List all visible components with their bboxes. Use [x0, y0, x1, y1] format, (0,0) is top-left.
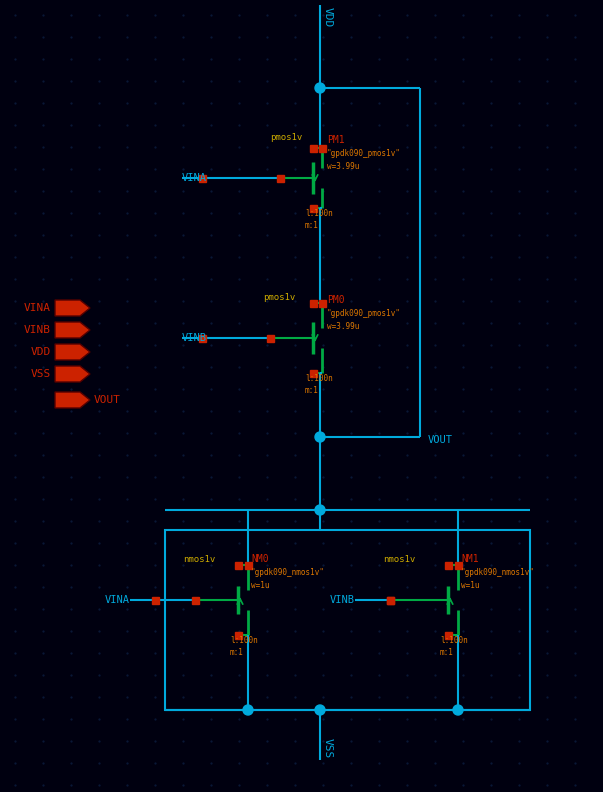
Text: PM0: PM0 [327, 295, 345, 305]
Text: VINB: VINB [330, 595, 355, 605]
Circle shape [243, 705, 253, 715]
Bar [244, 562, 251, 569]
Circle shape [315, 83, 325, 93]
Bar [198, 334, 206, 341]
Text: nmos1v: nmos1v [383, 555, 415, 564]
Text: m:1: m:1 [440, 648, 454, 657]
Text: VSS: VSS [31, 369, 51, 379]
Bar [318, 144, 326, 151]
Text: VDD: VDD [31, 347, 51, 357]
Circle shape [315, 432, 325, 442]
Bar [198, 174, 206, 181]
Bar [235, 562, 241, 569]
Text: "gpdk090_pmos1v": "gpdk090_pmos1v" [327, 149, 401, 158]
Bar [444, 562, 452, 569]
Text: l:100n: l:100n [305, 374, 333, 383]
Text: pmos1v: pmos1v [270, 133, 302, 142]
Text: VSS: VSS [323, 738, 333, 758]
Bar [235, 631, 241, 638]
Bar [309, 204, 317, 211]
Text: l:100n: l:100n [230, 636, 257, 645]
Text: w=1u: w=1u [461, 581, 479, 590]
Circle shape [315, 705, 325, 715]
Bar [309, 370, 317, 376]
Bar [309, 144, 317, 151]
Polygon shape [55, 344, 90, 360]
Bar [151, 596, 159, 604]
Text: VOUT: VOUT [94, 395, 121, 405]
Text: VINB: VINB [24, 325, 51, 335]
Bar [277, 174, 283, 181]
Bar [444, 631, 452, 638]
Text: "gpdk090_nmos1v": "gpdk090_nmos1v" [251, 568, 325, 577]
Bar [267, 334, 274, 341]
Polygon shape [55, 322, 90, 338]
Bar [192, 596, 198, 604]
Bar [387, 596, 394, 604]
Circle shape [315, 505, 325, 515]
Text: VINB: VINB [182, 333, 207, 343]
Polygon shape [55, 366, 90, 382]
Text: VINA: VINA [24, 303, 51, 313]
Text: l:100n: l:100n [305, 209, 333, 218]
Text: VDD: VDD [323, 7, 333, 27]
Text: VINA: VINA [182, 173, 207, 183]
Text: VINA: VINA [105, 595, 130, 605]
Text: m:1: m:1 [305, 386, 319, 395]
Circle shape [453, 705, 463, 715]
Text: l:100n: l:100n [440, 636, 468, 645]
Polygon shape [55, 300, 90, 316]
Bar [455, 562, 461, 569]
Text: "gpdk090_nmos1v": "gpdk090_nmos1v" [461, 568, 535, 577]
Text: w=3.99u: w=3.99u [327, 162, 359, 171]
Text: NM1: NM1 [461, 554, 479, 564]
Text: w=1u: w=1u [251, 581, 270, 590]
Text: PM1: PM1 [327, 135, 345, 145]
Text: pmos1v: pmos1v [263, 293, 295, 302]
Text: w=3.99u: w=3.99u [327, 322, 359, 331]
Bar [318, 299, 326, 307]
Bar [165, 530, 530, 710]
Polygon shape [55, 392, 90, 408]
Bar [387, 596, 394, 604]
Text: nmos1v: nmos1v [183, 555, 215, 564]
Text: "gpdk090_pmos1v": "gpdk090_pmos1v" [327, 309, 401, 318]
Text: NM0: NM0 [251, 554, 268, 564]
Bar [309, 299, 317, 307]
Text: VOUT: VOUT [428, 435, 453, 445]
Text: m:1: m:1 [230, 648, 244, 657]
Text: m:1: m:1 [305, 221, 319, 230]
